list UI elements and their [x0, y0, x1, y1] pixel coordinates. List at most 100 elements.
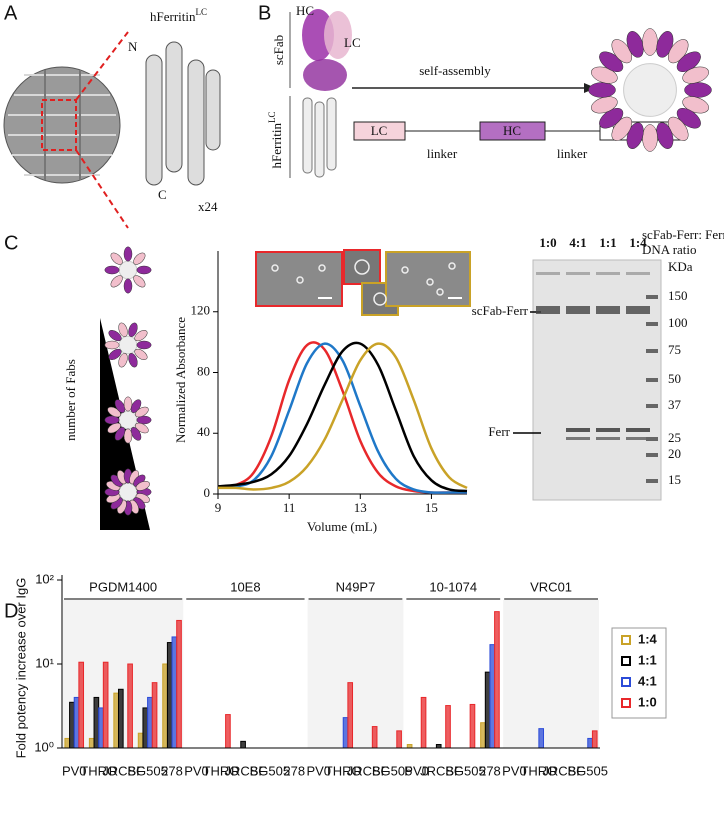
bar [406, 744, 413, 749]
bar [137, 732, 144, 749]
panel-b: HC LC scFab hFerritinLC self-assembly LC… [267, 3, 681, 178]
bar [102, 661, 109, 749]
group-label: 10-1074 [429, 579, 477, 594]
y-axis-label: Fold potency increase over IgG [13, 578, 28, 759]
bar [69, 701, 75, 749]
x-tick-label: 278 [283, 763, 305, 778]
monomer-title: hFerritinLC [150, 7, 207, 24]
fab [128, 353, 138, 368]
y-tick-label: 80 [197, 363, 210, 378]
lane-label: 1:1 [599, 235, 616, 250]
zoom-box [41, 99, 77, 151]
x-tick-label: JRCSF [224, 763, 266, 778]
fab [108, 348, 122, 360]
fab [123, 396, 133, 412]
x-tick-label: BG505 [445, 763, 485, 778]
copies: x24 [198, 199, 218, 214]
bar [127, 663, 133, 749]
fab [136, 415, 152, 425]
gel-image [532, 259, 662, 501]
x-tick-label: PV0 [502, 763, 527, 778]
bar [445, 705, 451, 749]
bar [98, 707, 104, 749]
bar [587, 737, 593, 749]
y-tick-label: 10⁰ [34, 739, 54, 754]
assembly [104, 322, 152, 368]
group-shade [307, 600, 404, 748]
marker-label: 75 [668, 342, 681, 357]
marker-label: 37 [668, 397, 682, 412]
gel-band [566, 428, 590, 432]
gel-band [626, 306, 650, 314]
bar [166, 642, 173, 749]
y-tick-label: 120 [191, 303, 211, 318]
group-label: VRC01 [530, 579, 572, 594]
linker-label: linker [427, 146, 458, 161]
bar [240, 740, 246, 749]
marker-label: 150 [668, 288, 688, 303]
legend-label: 1:0 [638, 694, 657, 709]
panel-label: C [4, 232, 18, 254]
ferritin-label: hFerritinLC [267, 111, 284, 168]
bar [162, 663, 168, 749]
y-axis-label: Normalized Absorbance [173, 317, 188, 443]
x-tick-label: 15 [425, 500, 438, 515]
fab [130, 427, 142, 441]
ferritin-structure [302, 97, 337, 178]
fab [123, 246, 133, 262]
gel-header: scFab-Ferr: Ferr [642, 227, 724, 242]
marker-band [646, 322, 658, 326]
n-terminus: N [128, 39, 138, 54]
fab [108, 330, 122, 342]
lc-box [353, 121, 406, 141]
bar [151, 682, 158, 749]
bar [113, 692, 119, 749]
bar [396, 730, 402, 749]
x-tick-label: JRCSF [102, 763, 144, 778]
x-tick-label: PV0 [306, 763, 331, 778]
fab [123, 428, 133, 444]
panel-label: A [4, 2, 18, 24]
bar [64, 737, 71, 749]
gel-band [626, 437, 650, 440]
gel-band [536, 272, 560, 275]
x-tick-label: THRO [80, 763, 117, 778]
fab [114, 399, 126, 413]
bar [73, 696, 80, 749]
core [118, 410, 138, 430]
box-label: LC [371, 123, 388, 138]
x-tick-label: 13 [354, 500, 367, 515]
fab [682, 66, 709, 84]
group-label: PGDM1400 [89, 579, 157, 594]
marker-band [646, 349, 658, 353]
gel-unit: KDa [668, 259, 693, 274]
panel-a: hFerritinLC N C x24 [3, 7, 221, 229]
x-tick-label: BG505 [372, 763, 412, 778]
x-tick-label: THRO [325, 763, 362, 778]
sec-curve [217, 341, 468, 493]
box-label: HC [503, 123, 521, 138]
x-tick-label: 278 [479, 763, 501, 778]
gel-band [536, 306, 560, 314]
legend-label: 1:1 [638, 652, 657, 667]
x-tick-label: 9 [215, 500, 222, 515]
fab [118, 353, 128, 368]
fab [135, 406, 149, 418]
bar [142, 707, 149, 749]
bar [88, 737, 95, 749]
fab [642, 28, 658, 56]
sec-curve [217, 342, 468, 491]
bar [480, 722, 486, 749]
x-tick-label: THRO [203, 763, 240, 778]
legend-swatch [621, 635, 631, 645]
cage-texture [8, 70, 116, 180]
bar [93, 696, 100, 749]
marker-band [646, 453, 658, 457]
gel: scFab-Ferr: Ferr DNA ratio KDa scFab-Fer… [472, 227, 724, 501]
x-tick-label: 11 [283, 500, 296, 515]
zoom-line [75, 149, 129, 229]
gel-band [626, 428, 650, 432]
gel-band [596, 272, 620, 275]
gel-band [596, 428, 620, 432]
lane-label: 4:1 [569, 235, 586, 250]
